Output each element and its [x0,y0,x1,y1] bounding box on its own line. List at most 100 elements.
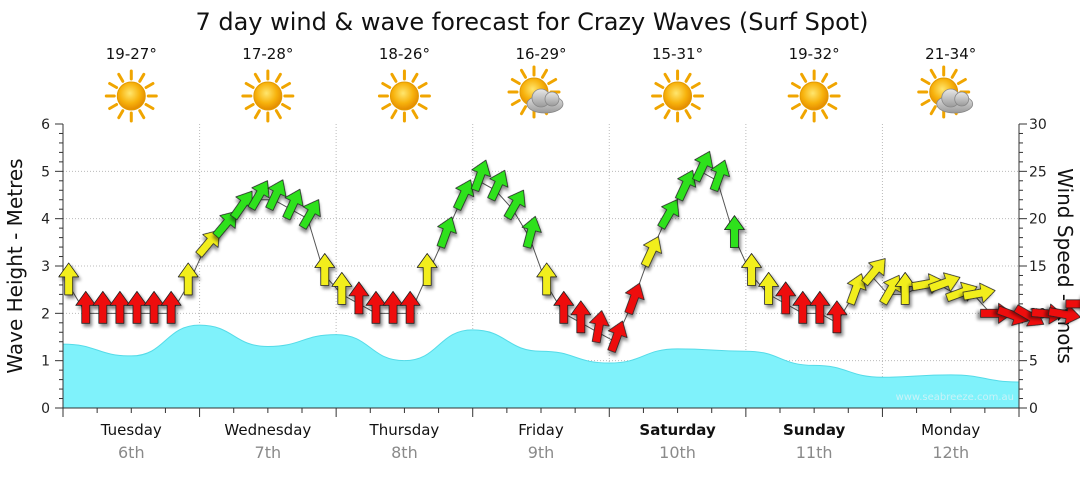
temperature-range-label: 19-27° [106,45,157,63]
wind-arrow [126,290,148,324]
wind-arrow [553,290,575,324]
wind-arrow [58,262,80,296]
wind-arrow [109,290,131,324]
wind-arrow [399,290,421,324]
sunny-icon [241,69,295,123]
chart-title: 7 day wind & wave forecast for Crazy Wav… [195,8,868,36]
y-tick-label-left: 6 [41,117,50,133]
wind-arrow [758,271,780,305]
wind-arrow [212,210,237,239]
day-name-label: Sunday [783,421,846,439]
y-axis-label-left: Wave Height - Metres [3,158,27,373]
temperature-range-label: 21-34° [925,45,976,63]
day-name-label: Monday [921,421,980,439]
temperature-range-label: 17-28° [242,45,293,63]
wind-arrow [177,262,199,296]
left-axis-ticks: 0 1 2 3 4 5 6 [41,117,63,417]
wind-arrow [775,281,797,315]
day-date-label: 11th [796,443,833,462]
wind-arrow [724,215,745,249]
day-date-label: 8th [391,443,418,462]
wind-arrow [348,281,370,315]
wind-arrow [314,253,336,286]
wind-arrow [657,199,680,230]
y-tick-label-right: 25 [1029,164,1047,180]
x-axis-ticks [62,408,1020,417]
wind-arrow [640,236,662,268]
wind-arrow [503,189,526,221]
wind-arrows [58,150,1080,353]
wind-arrow [879,274,902,306]
day-name-label: Saturday [639,421,716,439]
wind-arrow [962,282,996,304]
wind-arrow [298,199,321,230]
temperature-range-label: 16-29° [515,45,566,63]
temperature-range-label: 19-32° [789,45,840,63]
weather-icons [104,65,974,123]
day-labels: Tuesday 6th Wednesday 7th Thursday 8th Friday 9… [100,421,981,462]
partly-cloudy-icon [917,65,974,119]
right-axis-ticks: 051015202530 [1019,117,1047,417]
wind-arrow [382,290,404,324]
temperature-range-label: 15-31° [652,45,703,63]
wind-arrow [75,290,97,324]
partly-cloudy-icon [507,65,564,119]
wind-arrow [487,169,509,202]
y-tick-label-right: 30 [1029,117,1047,133]
sunny-icon [377,69,431,123]
y-tick-label-right: 5 [1029,354,1038,370]
wind-arrow [928,272,961,293]
day-date-label: 6th [118,443,145,462]
wind-arrow [809,290,831,324]
wind-arrow [416,253,438,286]
sunny-icon [787,69,841,123]
wind-arrow [861,258,886,287]
wind-speed-line [68,170,1080,343]
wind-arrow [195,229,220,258]
y-tick-label-left: 0 [41,401,50,417]
sunny-icon [104,69,158,123]
wind-arrow [247,180,270,211]
daily-temperatures: 19-27° 17-28° 18-26° 16-29° 15-31° 19-32° 21-3… [106,45,977,63]
day-name-label: Friday [518,421,564,439]
wind-arrow [282,188,304,221]
wind-arrow [265,179,287,211]
wind-arrow [570,300,592,334]
wind-arrow [624,282,645,316]
day-name-label: Wednesday [224,421,311,439]
wind-arrow [453,179,475,211]
day-date-label: 9th [528,443,555,462]
wind-arrow [143,290,165,324]
day-name-label: Tuesday [100,421,162,439]
y-tick-label-right: 15 [1029,259,1047,275]
wind-arrow [436,216,457,249]
y-tick-label-left: 2 [41,306,50,322]
y-tick-label-left: 5 [41,164,50,180]
wind-arrow [846,273,867,306]
wind-arrow [826,300,848,334]
wind-arrow [331,271,353,305]
wind-arrow [1065,293,1080,315]
wind-arrow [692,150,714,183]
day-date-label: 7th [255,443,282,462]
y-tick-label-right: 20 [1029,212,1047,228]
y-tick-label-left: 4 [41,212,50,228]
wind-arrow [92,290,114,324]
wind-arrow [470,159,491,192]
day-date-label: 12th [932,443,969,462]
wind-arrow [607,320,628,353]
y-tick-label-left: 1 [41,354,50,370]
wind-arrow [709,159,730,192]
temperature-range-label: 18-26° [379,45,430,63]
wave-height-area [62,324,1020,409]
wind-arrow [589,310,610,344]
wind-arrow [521,215,542,249]
wind-arrow [741,253,762,286]
y-tick-label-right: 0 [1029,401,1038,417]
day-name-label: Thursday [369,421,440,439]
sunny-icon [651,69,705,123]
wind-arrow [536,262,558,296]
day-date-label: 10th [659,443,696,462]
wind-arrow [675,169,697,202]
